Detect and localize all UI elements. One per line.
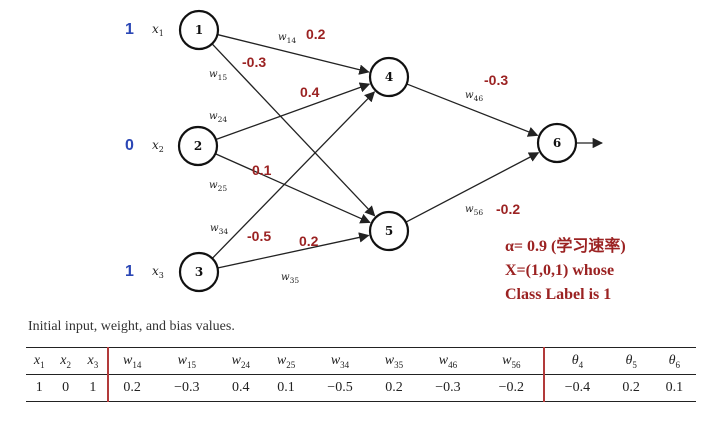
weight-value-24: 0.4 [300,84,320,100]
weight-value-14: 0.2 [306,26,326,42]
sample-note: X=(1,0,1) whose [505,262,614,279]
table-header-w15: w15 [155,347,219,375]
table-header-θ5: θ5 [609,347,653,375]
table-cell-7: −0.5 [308,374,372,402]
edge-4-6 [406,83,539,137]
weight-symbol-35: w35 [281,272,299,285]
input-value-1: 1 [125,21,134,38]
learning-rate-note: α= 0.9 (学习速率) [505,236,626,255]
table-cell-8: 0.2 [371,374,417,402]
node-6: 6 [536,122,578,164]
weight-value-46: -0.3 [484,72,508,88]
node-label-1: 1 [195,23,203,37]
table-cell-6: 0.1 [263,374,309,402]
table-header-θ6: θ6 [652,347,696,375]
node-label-2: 2 [194,139,202,153]
weight-symbol-34: w34 [210,223,228,236]
weight-value-34: -0.5 [247,228,271,244]
input-symbol-3: x3 [152,264,164,280]
table-cell-13: 0.1 [652,374,696,402]
table-cell-5: 0.4 [218,374,264,402]
weight-symbol-15: w15 [209,69,227,82]
node-4: 4 [368,56,410,98]
table-header-w34: w34 [308,347,372,375]
table-cell-3: 0.2 [106,374,156,402]
table-cell-4: −0.3 [155,374,219,402]
weight-symbol-56: w56 [465,204,483,217]
table-cell-12: 0.2 [609,374,653,402]
weight-symbol-14: w14 [278,32,296,45]
input-symbol-2: x2 [152,138,164,154]
table-header-θ4: θ4 [543,347,610,375]
table-header-w25: w25 [263,347,309,375]
edge-3-4 [211,91,376,259]
edge-2-4 [215,82,371,141]
node-circle-1 [178,9,220,51]
table-cell-1: 0 [52,374,79,402]
table-header-x2: x2 [52,347,79,375]
node-2: 2 [177,125,219,167]
table-header-row: x1 x2 x3 w14 w15 w24 w25 w34 w35 w46 w56 θ4 θ5 θ6 [26,347,696,375]
weight-value-35: 0.2 [299,233,319,249]
node-circle-2 [177,125,219,167]
node-label-3: 3 [195,265,203,279]
edge-1-5 [211,43,376,217]
node-circle-6 [536,122,578,164]
node-5: 5 [368,210,410,252]
table-header-w46: w46 [416,347,480,375]
weight-value-15: -0.3 [242,54,266,70]
node-label-6: 6 [553,136,561,150]
table-cell-10: −0.2 [479,374,545,402]
weight-value-25: 0.1 [252,162,272,178]
class-label-note: Class Label is 1 [505,286,611,303]
weight-symbol-46: w46 [465,90,483,103]
table-cell-9: −0.3 [416,374,480,402]
table-value-row: 1 0 1 0.2 −0.3 0.4 0.1 −0.5 0.2 −0.3 −0.2 −0.4 0.2 0.… [26,374,696,402]
weight-symbol-25: w25 [209,180,227,193]
edge-3-5 [217,232,370,269]
edge-1-4 [217,33,370,75]
table-cell-11: −0.4 [543,374,610,402]
weight-value-56: -0.2 [496,201,520,217]
table-header-x1: x1 [26,347,53,375]
node-1: 1 [178,9,220,51]
table-cell-0: 1 [26,374,53,402]
input-value-3: 1 [125,263,134,280]
input-symbol-1: x1 [152,22,164,38]
edge-2-5 [215,153,371,224]
table-cell-2: 1 [78,374,108,402]
node-circle-3 [178,251,220,293]
table-header-w56: w56 [479,347,545,375]
node-circle-5 [368,210,410,252]
table-header-w14: w14 [106,347,156,375]
node-label-5: 5 [385,224,393,238]
weight-symbol-24: w24 [209,111,227,124]
neural-network-diagram: 1 2 3 4 5 6 w14 0.2 w15 -0.3 w24 0.4 w25 0.1 w34 -0.5 w… [125,9,626,303]
table-header-x3: x3 [78,347,108,375]
edge-5-6 [405,152,540,223]
input-value-2: 0 [125,137,134,154]
table-caption: Initial input, weight, and bias values. [28,319,235,334]
table-header-w24: w24 [218,347,264,375]
table-header-w35: w35 [371,347,417,375]
node-label-4: 4 [385,70,393,84]
node-circle-4 [368,56,410,98]
node-3: 3 [178,251,220,293]
